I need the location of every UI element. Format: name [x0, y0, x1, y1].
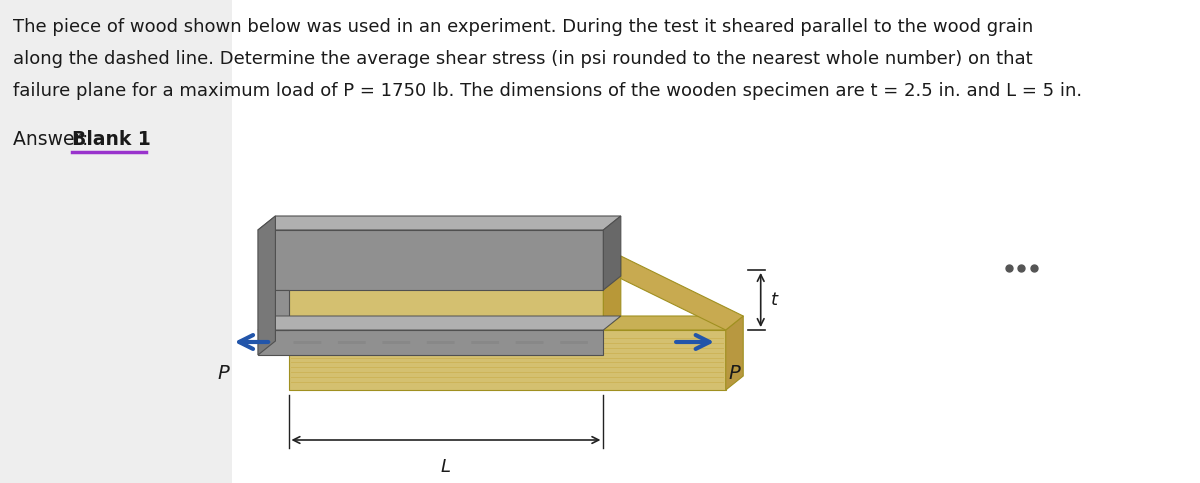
Polygon shape: [604, 256, 620, 330]
Text: Blank 1: Blank 1: [72, 130, 150, 149]
Polygon shape: [258, 316, 620, 330]
Text: Answer:: Answer:: [13, 130, 95, 149]
Text: failure plane for a maximum load of P = 1750 lb. The dimensions of the wooden sp: failure plane for a maximum load of P = …: [13, 82, 1082, 100]
Text: P: P: [728, 364, 740, 383]
Polygon shape: [604, 216, 620, 290]
Bar: [0, 0, 232, 483]
Polygon shape: [258, 216, 276, 355]
Text: P: P: [217, 364, 229, 383]
Polygon shape: [726, 316, 743, 390]
Polygon shape: [288, 330, 726, 390]
Polygon shape: [258, 330, 604, 355]
Text: t: t: [772, 291, 778, 309]
Polygon shape: [288, 256, 620, 270]
Text: The piece of wood shown below was used in an experiment. During the test it shea: The piece of wood shown below was used i…: [13, 18, 1033, 36]
Polygon shape: [258, 216, 620, 230]
Polygon shape: [604, 256, 743, 330]
Text: along the dashed line. Determine the average shear stress (in psi rounded to the: along the dashed line. Determine the ave…: [13, 50, 1033, 68]
Polygon shape: [288, 270, 604, 330]
Polygon shape: [258, 290, 288, 330]
Polygon shape: [258, 230, 604, 290]
Polygon shape: [288, 316, 743, 330]
Text: L: L: [440, 458, 451, 476]
